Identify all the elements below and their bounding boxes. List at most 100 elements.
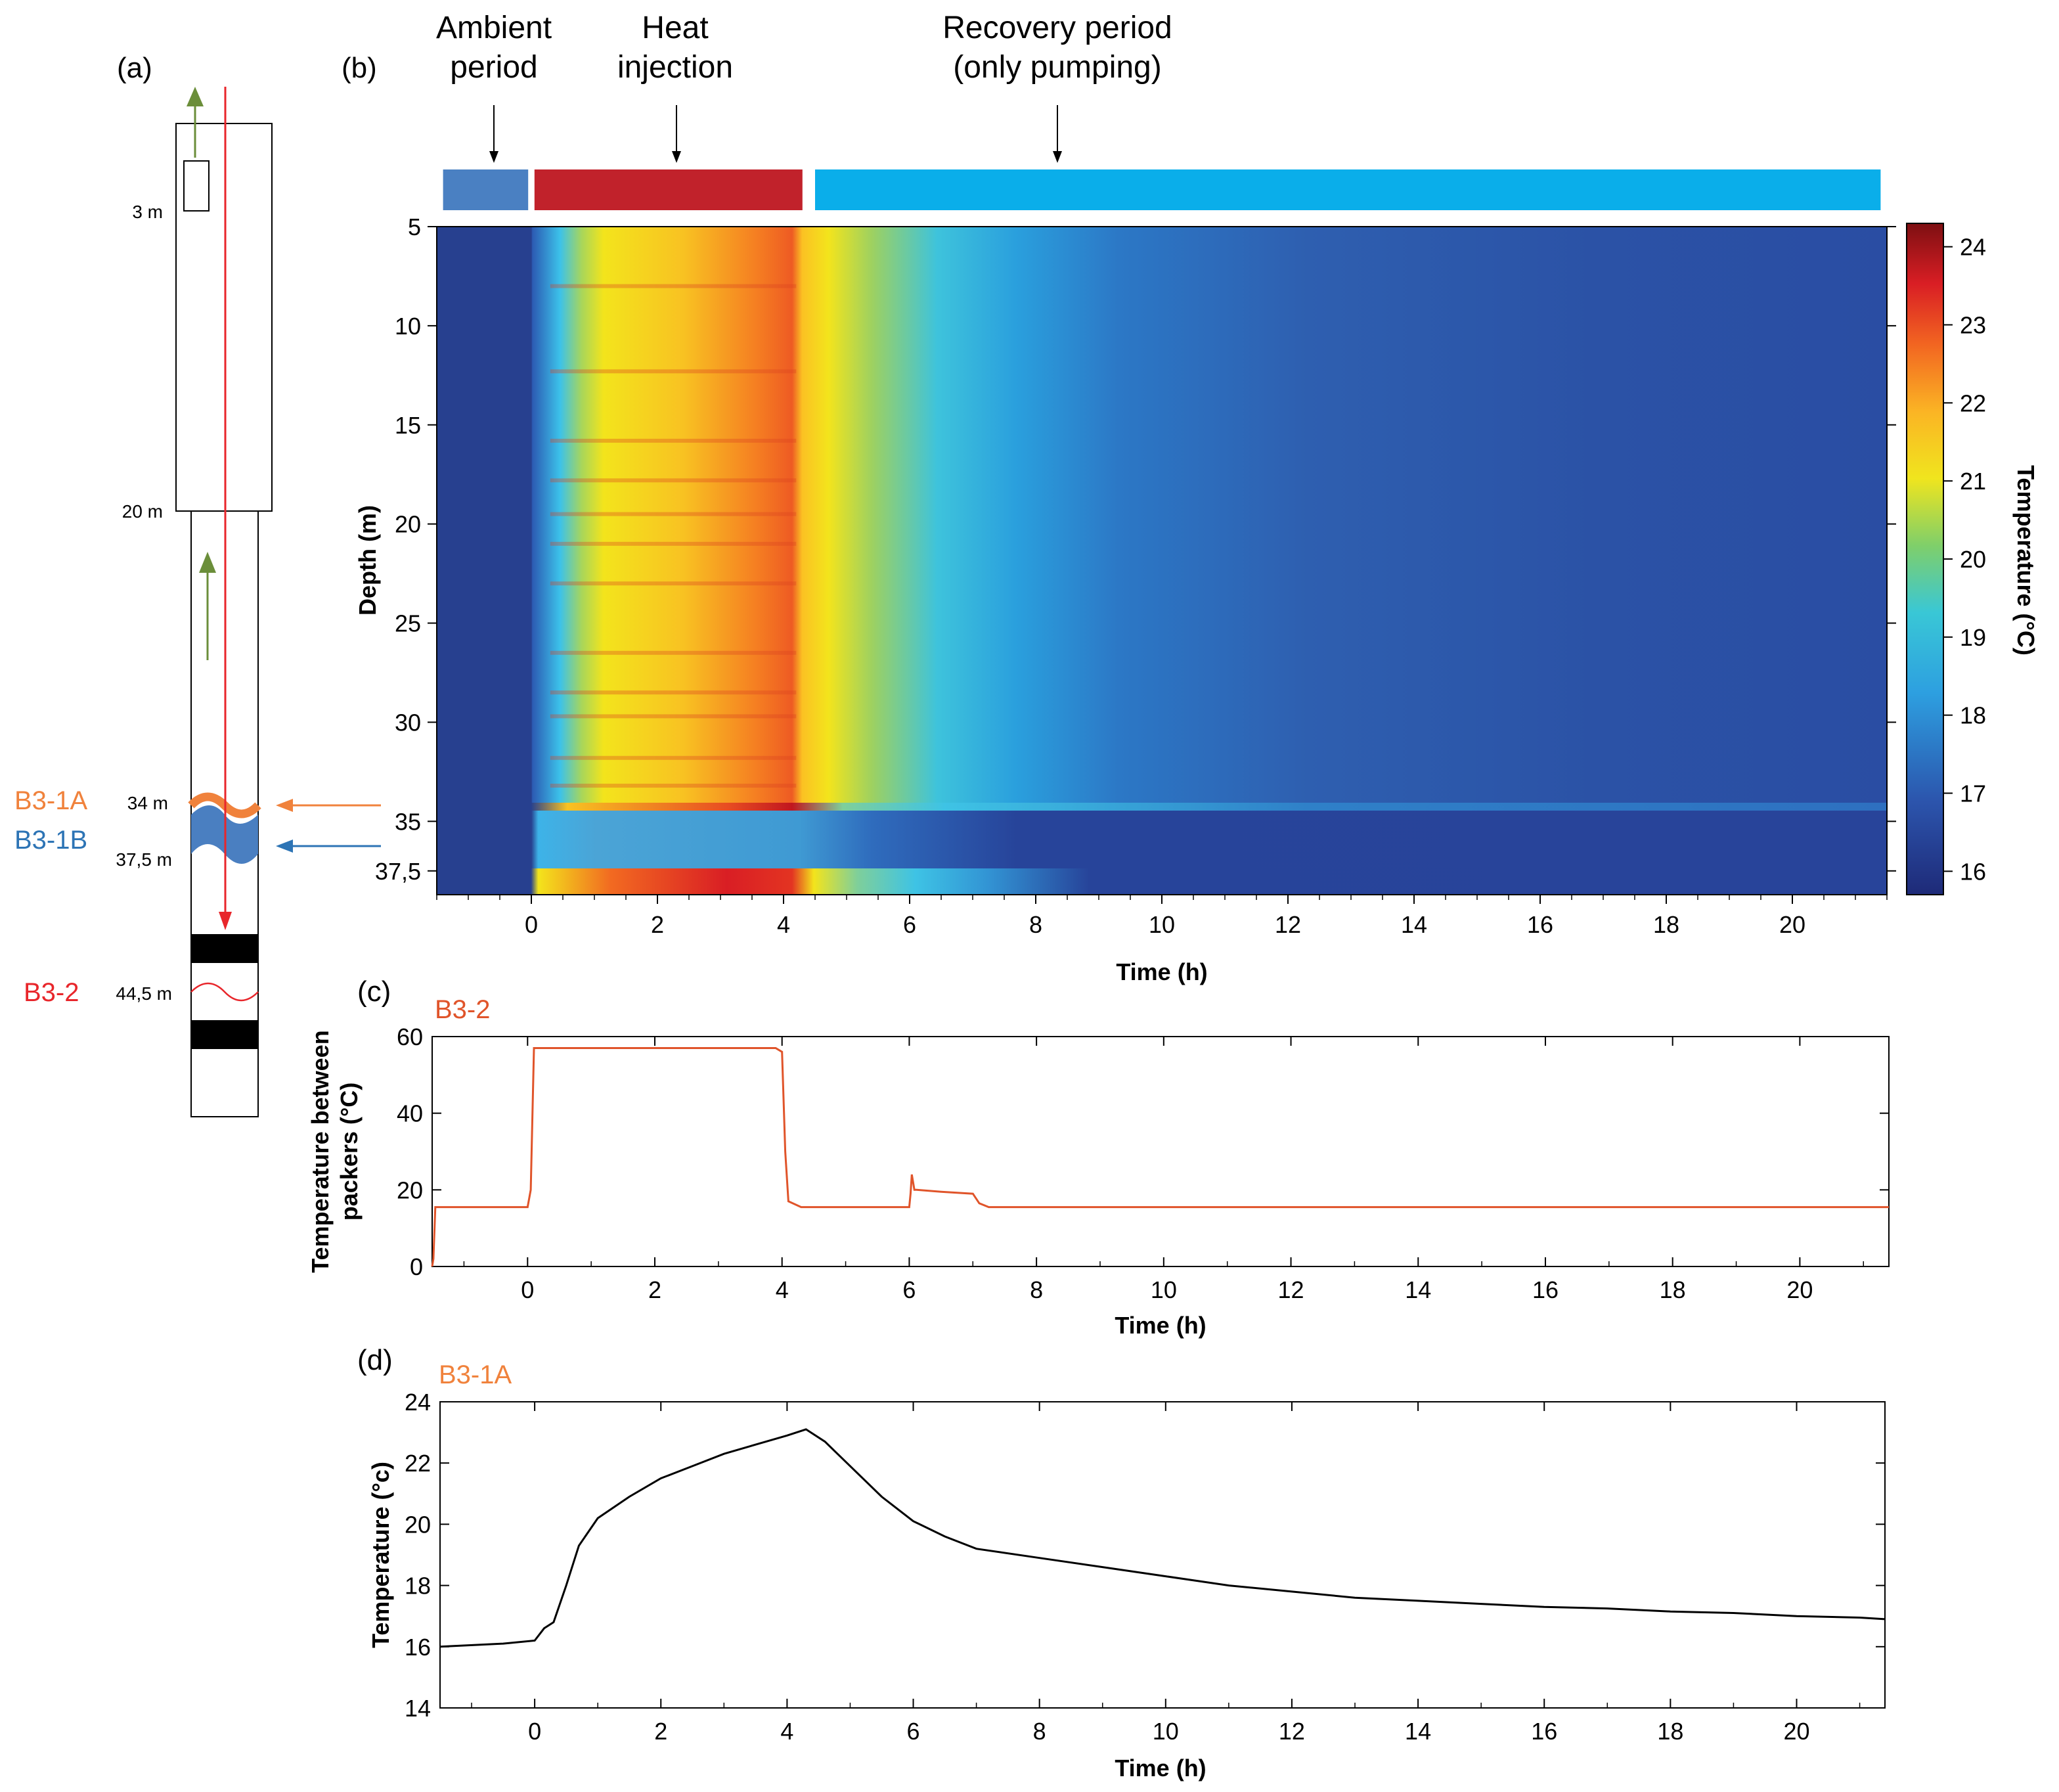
depth-label-3m: 3 m: [132, 202, 163, 222]
heatmap-x-tick-label: 0: [525, 911, 538, 938]
heatmap-y-tick-label: 25: [395, 610, 421, 637]
heatmap-seam-34m: [437, 803, 1887, 811]
heatmap-x-tick-label: 12: [1275, 911, 1301, 938]
x-tick-label: 18: [1657, 1718, 1683, 1745]
depth-label-44-5m: 44,5 m: [116, 983, 172, 1004]
y-tick-label: 20: [405, 1511, 431, 1538]
zone-label-b3-1a: B3-1A: [14, 786, 87, 815]
period-label-2-line0: Recovery period: [942, 11, 1172, 45]
panel-c-frame: [432, 1036, 1890, 1267]
heatmap-y-tick-label: 5: [408, 213, 421, 240]
x-tick-label: 16: [1531, 1718, 1557, 1745]
y-tick-label: 20: [397, 1176, 423, 1203]
colorbar: [1906, 223, 1944, 895]
x-tick-label: 8: [1033, 1718, 1046, 1745]
heatmap-zone-b3-1b: [437, 811, 1887, 871]
colorbar-tick-label: 18: [1960, 702, 1986, 729]
heatmap-stripe-3: [550, 478, 797, 483]
heatmap-x-tick-label: 20: [1779, 911, 1805, 938]
x-tick-label: 10: [1153, 1718, 1179, 1745]
heatmap-axes: 0 2 4 6 8 10 12 14 16 18 20 5 10 15 20 25 30 35 37,5: [375, 213, 1896, 938]
y-tick-label: 14: [405, 1695, 431, 1722]
x-tick-label: 0: [521, 1276, 534, 1303]
heatmap-y-tick-label: 30: [395, 709, 421, 736]
x-tick-label: 2: [654, 1718, 667, 1745]
heatmap-main: [437, 227, 1887, 895]
period-arrow-head-2: [1053, 151, 1062, 163]
y-tick-label: 16: [405, 1634, 431, 1661]
heatmap-x-tick-label: 18: [1653, 911, 1679, 938]
heatmap-y-tick-label: 10: [395, 313, 421, 340]
packer-lower: [191, 1020, 258, 1049]
heatmap-x-tick-label: 8: [1029, 911, 1042, 938]
panel-d-x-label: Time (h): [1115, 1755, 1206, 1781]
heatmap-bottom: [437, 868, 1887, 895]
heatmap-x-tick-label: 14: [1401, 911, 1427, 938]
y-tick-label: 40: [397, 1100, 423, 1127]
temperature-heatmap: [436, 226, 1888, 895]
colorbar-tick-label: 19: [1960, 624, 1986, 651]
heatmap-stripes: [550, 284, 797, 788]
flow-arrow-upper-head: [187, 87, 204, 106]
flow-arrow-lower-head: [199, 552, 216, 573]
y-tick-label: 18: [405, 1573, 431, 1600]
x-tick-label: 20: [1783, 1718, 1809, 1745]
x-tick-label: 18: [1660, 1276, 1686, 1303]
inflow-arrow-b3-1a-head: [276, 799, 293, 812]
heatmap-stripe-7: [550, 650, 797, 655]
zone-label-b3-1b: B3-1B: [14, 826, 87, 855]
panel-d-frame: [439, 1401, 1886, 1709]
heatmap-y-label: Depth (m): [354, 505, 381, 616]
y-tick-label: 0: [410, 1253, 423, 1280]
y-tick-label: 22: [405, 1450, 431, 1477]
panel-c: (c) B3-2 0 2 4 6 8 10 12 14 16 18 20 0 20 40 60 Time (…: [307, 975, 1890, 1339]
heatmap-x-tick-label: 6: [903, 911, 916, 938]
series-label-b3-2: B3-2: [435, 995, 491, 1024]
colorbar-label: Temperature (°C): [2012, 465, 2039, 656]
x-tick-label: 4: [776, 1276, 789, 1303]
period-bar-2: [815, 169, 1881, 210]
packer-upper: [191, 934, 258, 963]
period-label-1-line1: injection: [617, 50, 733, 85]
x-tick-label: 4: [780, 1718, 793, 1745]
depth-label-34m: 34 m: [127, 793, 168, 813]
panel-c-y-label-line2: packers (°C): [336, 1083, 363, 1221]
panel-d-y-label: Temperature (°c): [367, 1462, 394, 1648]
period-label-2-line1: (only pumping): [953, 50, 1161, 85]
heatmap-x-tick-label: 2: [651, 911, 664, 938]
period-arrow-head-1: [672, 151, 681, 163]
x-tick-label: 6: [907, 1718, 920, 1745]
colorbar-ticks: 16 17 18 19 20 21 22 23 24: [1943, 234, 1986, 885]
heatmap-y-tick-label: 15: [395, 412, 421, 439]
heatmap-stripe-11: [550, 784, 797, 788]
period-label-1-line0: Heat: [642, 11, 708, 45]
depth-label-37-5m: 37,5 m: [116, 849, 172, 870]
zone-b3-2-fracture: [190, 982, 259, 1002]
y-tick-label: 24: [405, 1389, 431, 1416]
heatmap-x-tick-label: 4: [777, 911, 790, 938]
heatmap-x-tick-label: 16: [1527, 911, 1553, 938]
x-tick-label: 14: [1405, 1718, 1431, 1745]
depth-label-20m: 20 m: [122, 501, 163, 522]
panel-c-x-label: Time (h): [1115, 1312, 1206, 1339]
heatmap-stripe-5: [550, 541, 797, 546]
pump-box: [183, 160, 210, 212]
colorbar-tick-label: 21: [1960, 468, 1986, 495]
period-bars: [443, 169, 1881, 210]
panel-label-b: (b): [342, 52, 377, 84]
x-tick-label: 0: [528, 1718, 541, 1745]
y-tick-label: 60: [397, 1023, 423, 1050]
colorbar-tick-label: 17: [1960, 780, 1986, 807]
panel-c-axes: 0 2 4 6 8 10 12 14 16 18 20 0 20 40 60: [397, 1023, 1889, 1303]
colorbar-tick-label: 22: [1960, 390, 1986, 416]
panel-b: (b) Ambient period Heat injection Recovery p…: [342, 11, 2039, 985]
heatmap-stripe-6: [550, 581, 797, 586]
colorbar-tick-label: 24: [1960, 234, 1986, 261]
x-tick-label: 2: [648, 1276, 661, 1303]
x-tick-label: 8: [1030, 1276, 1043, 1303]
heatmap-stripe-4: [550, 512, 797, 516]
heatmap-x-label: Time (h): [1116, 958, 1207, 985]
heatmap-y-tick-label: 37,5: [375, 858, 421, 885]
panel-label-d: (d): [357, 1344, 393, 1376]
